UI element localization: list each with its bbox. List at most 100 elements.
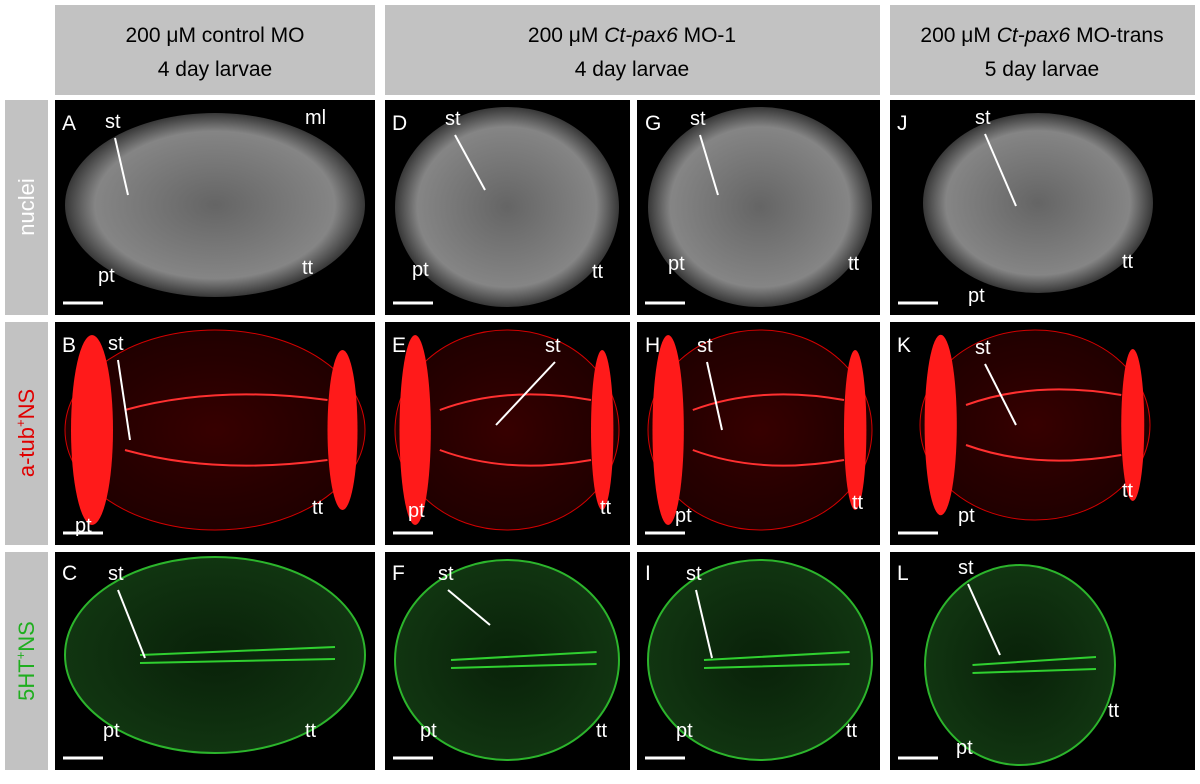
anatomy-label: st	[438, 563, 454, 585]
specimen	[647, 559, 873, 761]
pointer-line	[495, 361, 556, 426]
ciliary-band	[844, 350, 867, 510]
row-label-main: 5HT	[14, 659, 39, 701]
anatomy-label: pt	[75, 515, 92, 537]
pointer-line	[447, 589, 491, 626]
anatomy-label: st	[975, 107, 991, 129]
anatomy-label: tt	[1122, 480, 1134, 502]
anatomy-label: tt	[600, 497, 612, 519]
anatomy-label: st	[697, 335, 713, 357]
anatomy-label: pt	[668, 253, 685, 275]
anatomy-label: tt	[596, 720, 608, 742]
pointer-line	[699, 134, 719, 196]
anatomy-label: pt	[956, 737, 973, 759]
panel-letter: H	[645, 334, 660, 357]
anatomy-label: pt	[968, 285, 985, 307]
panel-letter: I	[645, 562, 651, 585]
specimen	[395, 107, 619, 307]
pointer-line	[454, 134, 486, 191]
anatomy-label: st	[445, 108, 461, 130]
header-line: 4 day larvae	[158, 58, 272, 81]
anatomy-label: ml	[305, 107, 326, 129]
row-box	[5, 552, 48, 770]
ciliary-band	[399, 335, 431, 525]
pointer-line	[117, 589, 146, 659]
anatomy-label: st	[105, 111, 121, 133]
specimen	[647, 329, 873, 531]
specimen	[919, 329, 1151, 521]
anatomy-label: tt	[1122, 251, 1134, 273]
nerve	[703, 651, 850, 669]
row-box	[5, 100, 48, 315]
anatomy-label: pt	[675, 505, 692, 527]
nerve	[124, 393, 328, 467]
ciliary-band	[71, 335, 113, 525]
panel-letter: B	[62, 334, 76, 357]
ciliary-band	[327, 350, 358, 510]
ciliary-band	[591, 350, 614, 510]
header-box	[890, 5, 1195, 95]
header-box	[55, 5, 375, 95]
header-gene: Ct-pax6	[997, 24, 1071, 47]
specimen	[924, 564, 1116, 766]
header-line: 5 day larvae	[985, 58, 1099, 81]
anatomy-label: pt	[420, 720, 437, 742]
header-line: 200 μM Ct-pax6 MO-1	[528, 24, 736, 47]
row-label-sup: +	[13, 652, 28, 660]
anatomy-label: tt	[848, 253, 860, 275]
anatomy-label: st	[690, 108, 706, 130]
row-label: a-tub+NS	[13, 389, 39, 477]
specimen	[64, 329, 366, 531]
pointer-line	[967, 583, 1001, 656]
anatomy-label: pt	[412, 259, 429, 281]
panel-letter: K	[897, 334, 911, 357]
row-label-main: a-tub	[14, 427, 39, 477]
ciliary-band	[924, 334, 957, 516]
anatomy-label: pt	[98, 265, 115, 287]
header-line: 200 μM Ct-pax6 MO-trans	[920, 24, 1163, 47]
anatomy-label: pt	[103, 720, 120, 742]
anatomy-label: pt	[408, 500, 425, 522]
anatomy-label: tt	[846, 720, 858, 742]
nerve	[139, 646, 336, 664]
anatomy-label: tt	[852, 492, 864, 514]
nerve	[450, 651, 597, 669]
anatomy-label: tt	[1108, 700, 1120, 722]
panel-letter: C	[62, 562, 77, 585]
nerve	[439, 393, 592, 467]
anatomy-label: st	[545, 335, 561, 357]
header-prefix: 200 μM	[528, 24, 598, 47]
specimen	[923, 113, 1153, 293]
header-line: 200 μM control MO	[126, 24, 305, 47]
nerve	[972, 656, 1097, 674]
ciliary-band	[652, 335, 684, 525]
anatomy-label: pt	[676, 720, 693, 742]
panel-letter: G	[645, 112, 661, 135]
nerve	[692, 393, 845, 467]
anatomy-label: tt	[312, 497, 324, 519]
specimen	[648, 107, 872, 307]
panel-letter: F	[392, 562, 405, 585]
header-gene: Ct-pax6	[604, 24, 678, 47]
pointer-line	[117, 359, 131, 441]
row-box	[5, 322, 48, 545]
pointer-line	[984, 133, 1017, 207]
anatomy-label: tt	[592, 261, 604, 283]
panel-letter: L	[897, 562, 909, 585]
header-line: 4 day larvae	[575, 58, 689, 81]
row-label-sup: +	[13, 419, 28, 427]
anatomy-label: st	[686, 563, 702, 585]
panel-letter: A	[62, 112, 76, 135]
row-label-rest: NS	[14, 621, 39, 652]
panel-letter: D	[392, 112, 407, 135]
header-prefix: 200 μM	[920, 24, 990, 47]
row-label: 5HT+NS	[13, 621, 39, 701]
pointer-line	[695, 589, 713, 659]
ciliary-band	[1121, 349, 1145, 501]
row-label: nuclei	[14, 178, 39, 235]
anatomy-label: tt	[302, 257, 314, 279]
header-box	[385, 5, 880, 95]
row-label-rest: NS	[14, 389, 39, 420]
specimen	[394, 559, 620, 761]
